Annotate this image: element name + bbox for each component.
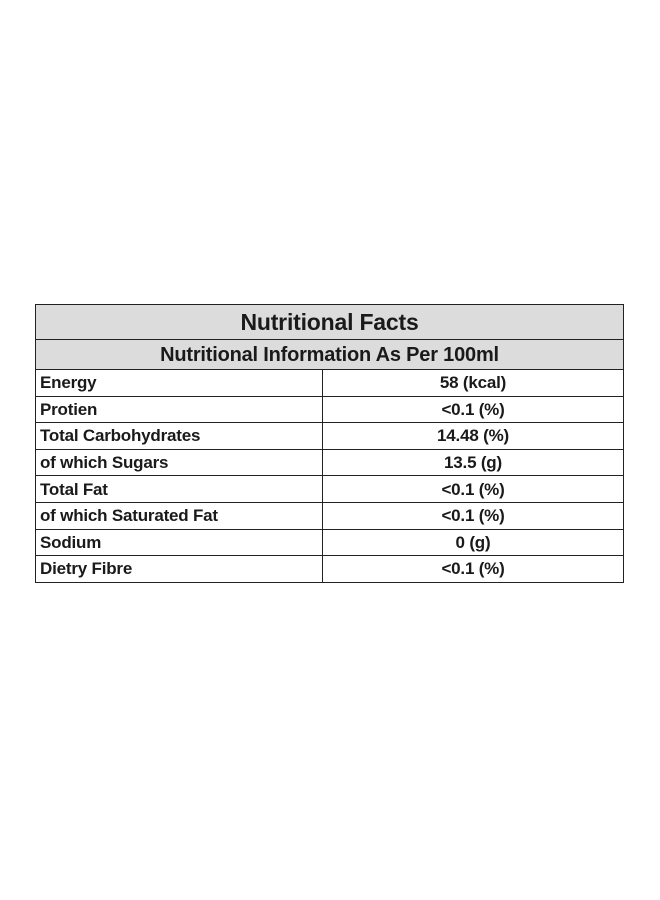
nutrient-value-protein: <0.1 (%)	[322, 395, 624, 424]
table-row: Sodium 0 (g)	[35, 528, 624, 557]
table-title: Nutritional Facts	[35, 304, 624, 340]
subtitle-row: Nutritional Information As Per 100ml	[35, 339, 624, 370]
nutrient-label-sodium: Sodium	[35, 528, 323, 557]
nutrient-value-total-fat: <0.1 (%)	[322, 475, 624, 503]
nutrient-value-sodium: 0 (g)	[322, 528, 624, 557]
table-subtitle: Nutritional Information As Per 100ml	[35, 339, 624, 370]
nutrient-value-sugars: 13.5 (g)	[322, 448, 624, 477]
table-row: of which Sugars 13.5 (g)	[35, 448, 624, 477]
nutrient-label-protein: Protien	[35, 395, 323, 424]
nutrient-value-saturated-fat: <0.1 (%)	[322, 501, 624, 530]
nutrient-label-sugars: of which Sugars	[35, 448, 323, 477]
nutrient-label-total-fat: Total Fat	[35, 475, 323, 503]
table-row: Total Fat <0.1 (%)	[35, 475, 624, 503]
table-row: of which Saturated Fat <0.1 (%)	[35, 501, 624, 530]
nutrient-label-saturated-fat: of which Saturated Fat	[35, 501, 323, 530]
nutrient-label-energy: Energy	[35, 369, 323, 397]
nutrition-facts-table: Nutritional Facts Nutritional Informatio…	[35, 304, 624, 583]
table-row: Total Carbohydrates 14.48 (%)	[35, 422, 624, 450]
nutrient-label-dietary-fibre: Dietry Fibre	[35, 555, 323, 583]
nutrient-label-total-carbohydrates: Total Carbohydrates	[35, 422, 323, 450]
title-row: Nutritional Facts	[35, 304, 624, 340]
nutrient-value-total-carbohydrates: 14.48 (%)	[322, 422, 624, 450]
nutrient-value-energy: 58 (kcal)	[322, 369, 624, 397]
nutrient-value-dietary-fibre: <0.1 (%)	[322, 555, 624, 583]
table-row: Energy 58 (kcal)	[35, 369, 624, 397]
table-row: Dietry Fibre <0.1 (%)	[35, 555, 624, 583]
table-row: Protien <0.1 (%)	[35, 395, 624, 424]
